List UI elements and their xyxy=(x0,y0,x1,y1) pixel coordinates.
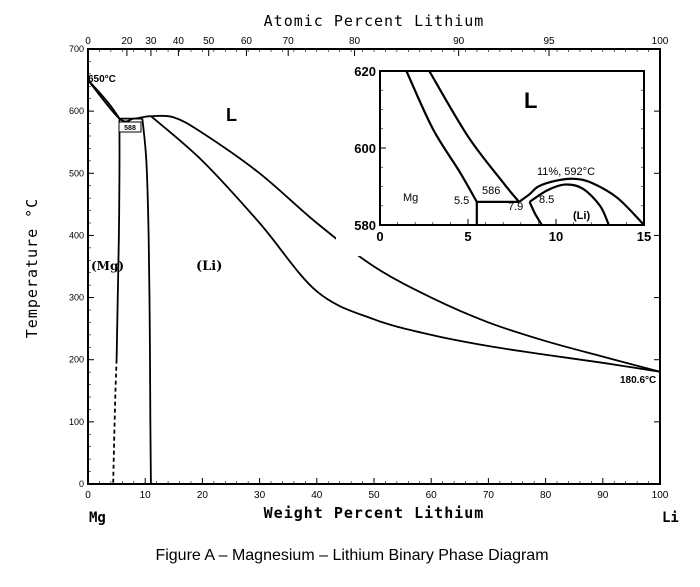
phase-boundary-line xyxy=(115,118,121,360)
top-tick-label: 60 xyxy=(241,36,253,47)
x-tick-label: 100 xyxy=(652,490,669,501)
x-tick-label: 0 xyxy=(85,490,91,501)
x-tick-label: 50 xyxy=(368,490,380,501)
eutectic-box xyxy=(118,121,142,133)
top-tick-label: 100 xyxy=(652,36,669,47)
inset-y-tick-label: 600 xyxy=(354,141,376,156)
y-tick-label: 500 xyxy=(69,168,84,178)
inset-phase-boundary-line xyxy=(528,201,543,226)
inset-eutectic-temp-label: 586 xyxy=(482,185,500,197)
mg-solid-region-label: (Mg) xyxy=(91,259,124,273)
inset-background xyxy=(336,56,652,256)
left-end-label: Mg xyxy=(89,510,106,526)
x-tick-label: 90 xyxy=(597,490,609,501)
y-tick-label: 600 xyxy=(69,106,84,116)
top-tick-label: 30 xyxy=(145,36,157,47)
phase-boundary-line xyxy=(150,115,661,373)
inset-max-point-label: 11%, 592°C xyxy=(537,166,595,178)
inset-liquid-label: L xyxy=(524,88,537,113)
top-axis-label: Atomic Percent Lithium xyxy=(264,12,485,30)
top-tick-label: 95 xyxy=(543,36,555,47)
y-axis-label: Temperature °C xyxy=(23,198,41,338)
y-tick-label: 0 xyxy=(79,479,84,489)
li-solid-region-label: (Li) xyxy=(196,259,222,274)
top-tick-label: 80 xyxy=(349,36,361,47)
top-tick-label: 70 xyxy=(283,36,295,47)
inset-c3-label: 8.5 xyxy=(539,194,554,206)
inset-y-tick-label: 580 xyxy=(354,218,376,233)
x-tick-label: 20 xyxy=(197,490,209,501)
phase-boundary-line xyxy=(87,79,121,120)
y-tick-label: 700 xyxy=(69,44,84,54)
y-tick-label: 300 xyxy=(69,293,84,303)
top-tick-label: 90 xyxy=(453,36,465,47)
liquid-region-label: L xyxy=(226,105,237,125)
x-tick-label: 80 xyxy=(540,490,552,501)
top-tick-label: 0 xyxy=(85,36,91,47)
x-tick-label: 70 xyxy=(483,490,495,501)
phase-boundary-line xyxy=(150,114,661,373)
top-tick-label: 20 xyxy=(121,36,133,47)
li-melting-annotation: 180.6°C xyxy=(620,375,656,386)
y-tick-label: 100 xyxy=(69,417,84,427)
x-tick-label: 40 xyxy=(311,490,323,501)
inset-c2-label: 7.9 xyxy=(508,201,523,213)
phase-boundary-line xyxy=(141,118,152,485)
phase-boundary-line xyxy=(112,359,118,485)
top-tick-label: 40 xyxy=(173,36,185,47)
mg-melting-annotation: 650°C xyxy=(88,74,116,85)
inset-x-tick-label: 10 xyxy=(549,229,563,244)
inset-x-tick-label: 15 xyxy=(637,229,651,244)
x-tick-label: 10 xyxy=(140,490,152,501)
inset-li-solid-label: (Li) xyxy=(573,210,590,222)
figure-caption: Figure A – Magnesium – Lithium Binary Ph… xyxy=(155,547,548,564)
x-tick-label: 60 xyxy=(426,490,438,501)
inset-phase-boundary-line xyxy=(518,177,645,226)
inset-y-tick-label: 620 xyxy=(354,64,376,79)
right-end-label: Li xyxy=(662,510,679,526)
phase-boundary-line xyxy=(87,79,152,123)
eutectic-annotation: 588 xyxy=(124,125,136,132)
top-tick-label: 50 xyxy=(203,36,215,47)
inset-x-tick-label: 5 xyxy=(464,229,471,244)
x-tick-label: 30 xyxy=(254,490,266,501)
inset-phase-boundary-line xyxy=(428,70,520,203)
inset-x-tick-label: 0 xyxy=(376,229,383,244)
y-tick-label: 400 xyxy=(69,230,84,240)
inset-mg-label: Mg xyxy=(403,192,418,204)
y-tick-label: 200 xyxy=(69,355,84,365)
inset-c1-label: 5.5 xyxy=(454,195,469,207)
x-axis-label: Weight Percent Lithium xyxy=(264,504,485,522)
inset-phase-boundary-line xyxy=(405,70,478,203)
inset-phase-boundary-line xyxy=(528,183,610,226)
